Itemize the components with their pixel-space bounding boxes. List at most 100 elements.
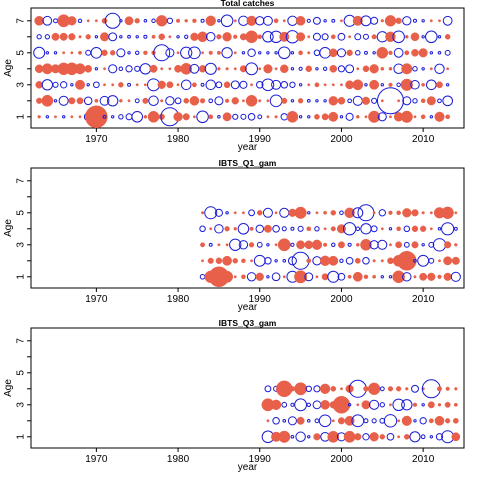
bubble-point — [168, 67, 172, 71]
bubble-point — [437, 386, 442, 392]
bubble-point — [369, 64, 379, 74]
bubble-point — [166, 81, 174, 89]
bubble-point — [37, 115, 41, 119]
bubble-point — [296, 416, 305, 425]
bubble-point — [216, 34, 222, 40]
y-tick-label: 7 — [16, 178, 27, 184]
bubble-point — [437, 274, 442, 279]
bubble-point — [110, 50, 116, 56]
bubble-point — [294, 270, 308, 284]
bubble-point — [261, 78, 275, 92]
bubble-point — [221, 47, 233, 59]
x-axis-label: year — [238, 462, 258, 473]
bubble-point — [387, 386, 394, 392]
bubble-point — [274, 115, 278, 119]
bubble-point — [352, 95, 363, 106]
bubble-point — [101, 49, 108, 56]
bubble-point — [298, 50, 303, 56]
bubble-point — [270, 399, 282, 410]
bubble-point — [344, 207, 355, 219]
bubble-point — [118, 66, 124, 72]
bubble-point — [380, 275, 385, 279]
bubble-point — [429, 211, 433, 215]
bubble-point — [400, 78, 413, 91]
bubble-point — [337, 65, 346, 73]
bubble-point — [68, 97, 76, 105]
bubble-point — [402, 272, 412, 282]
bubble-point — [266, 243, 270, 247]
bubble-point — [347, 403, 352, 407]
bubble-point — [355, 242, 360, 247]
bubble-point — [204, 206, 218, 220]
bubble-point — [441, 222, 455, 236]
bubble-point — [147, 111, 160, 123]
bubble-point — [232, 113, 239, 120]
bubble-point — [274, 51, 278, 55]
bubble-point — [306, 98, 311, 103]
bubble-point — [410, 80, 420, 90]
bubble-point — [323, 227, 327, 231]
bubble-point — [388, 210, 393, 215]
bubble-point — [233, 34, 238, 39]
bubble-point — [225, 98, 230, 103]
bubble-point — [362, 65, 370, 73]
bubble-point — [173, 112, 183, 122]
bubble-point — [388, 115, 392, 119]
bubble-point — [295, 15, 306, 26]
bubble-point — [419, 417, 427, 425]
bubble-point — [290, 99, 295, 103]
bubble-point — [371, 97, 378, 104]
bubble-point — [429, 67, 433, 71]
bubble-point — [380, 19, 384, 23]
bubble-point — [214, 208, 223, 217]
bubble-point — [289, 386, 296, 392]
bubble-point — [298, 83, 303, 87]
bubble-point — [413, 275, 417, 279]
bubble-point — [253, 254, 266, 267]
bubble-point — [231, 97, 239, 105]
bubble-point — [290, 434, 295, 439]
bubble-point — [289, 81, 296, 88]
bubble-point — [437, 403, 442, 407]
bubble-point — [232, 258, 238, 264]
bubble-point — [217, 67, 221, 71]
bubble-point — [215, 81, 223, 89]
bubble-point — [443, 272, 452, 281]
bubble-point — [396, 386, 402, 392]
bubble-point — [207, 257, 214, 264]
x-tick-label: 2000 — [330, 134, 353, 145]
bubble-point — [454, 387, 458, 391]
bubble-point — [70, 115, 74, 119]
bubble-point — [176, 83, 180, 87]
bubble-point — [200, 18, 205, 23]
bubble-point — [139, 63, 152, 75]
bubble-point — [151, 34, 156, 39]
bubble-point — [432, 238, 447, 252]
bubble-point — [41, 63, 53, 75]
bubble-point — [403, 241, 410, 248]
bubble-point — [217, 115, 221, 119]
y-tick-label: 3 — [16, 242, 27, 248]
y-tick-label: 3 — [16, 82, 27, 88]
bubble-point — [104, 12, 121, 29]
bubble-point — [379, 434, 386, 440]
bubble-point — [54, 115, 57, 119]
bubble-point — [362, 33, 369, 40]
bubble-point — [264, 385, 272, 393]
bubble-point — [343, 430, 356, 443]
bubble-point — [378, 209, 386, 217]
bubble-point — [323, 242, 328, 247]
bubble-point — [67, 16, 77, 26]
bubble-point — [271, 272, 281, 282]
bubble-point — [127, 82, 132, 87]
bubble-point — [327, 270, 340, 283]
bubble-point — [314, 113, 320, 120]
bubble-point — [339, 210, 344, 216]
bubble-point — [356, 403, 360, 407]
bubble-point — [337, 272, 346, 281]
bubble-point — [153, 44, 171, 62]
bubble-point — [356, 67, 360, 71]
bubble-point — [208, 242, 213, 247]
bubble-point — [51, 32, 60, 41]
